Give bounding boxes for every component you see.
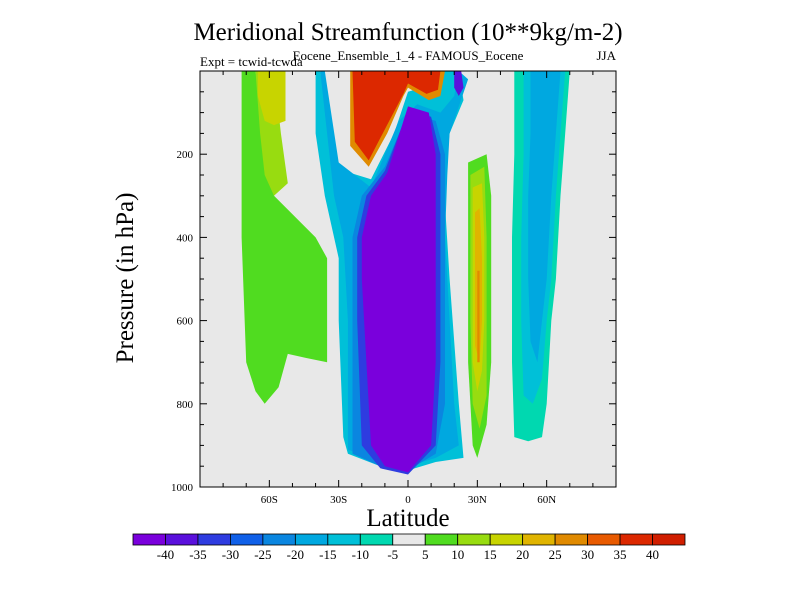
contour-region-18 <box>528 71 561 363</box>
colorbar-swatch <box>165 533 199 546</box>
colorbar-swatch <box>359 533 394 546</box>
colorbar-label: 30 <box>581 547 594 562</box>
colorbar-label: 25 <box>549 547 562 562</box>
x-tick-label: 60N <box>537 494 556 506</box>
colorbar-label: -25 <box>254 547 271 562</box>
colorbar-swatch <box>587 533 621 546</box>
contour-region-2 <box>257 71 286 126</box>
y-tick-label: 400 <box>177 232 194 244</box>
contour-region-7 <box>361 106 436 473</box>
x-tick-label: 60S <box>261 494 278 506</box>
colorbar-swatch <box>262 533 296 546</box>
colorbar-label: 35 <box>614 547 627 562</box>
colorbar-label: -40 <box>157 547 174 562</box>
y-tick-label: 200 <box>177 149 194 161</box>
colorbar-label: -35 <box>189 547 206 562</box>
colorbar-label: 40 <box>646 547 659 562</box>
colorbar-swatch <box>294 533 329 546</box>
contour-region-10 <box>454 71 464 96</box>
y-tick-label: 800 <box>177 399 194 411</box>
y-tick-label: 1000 <box>171 482 194 494</box>
colorbar-label: 20 <box>516 547 529 562</box>
x-tick-label: 30N <box>468 494 487 506</box>
colorbar-swatch <box>424 533 459 546</box>
axes: 60S 30S 0 30N 60N 200 400 600 800 1000 <box>171 71 616 506</box>
x-axis-title: Latitude <box>366 505 449 532</box>
colorbar-swatch <box>489 533 524 546</box>
colorbar-label: 15 <box>484 547 497 562</box>
colorbar-label: 10 <box>451 547 464 562</box>
chart-subtitle: Eocene_Ensemble_1_4 - FAMOUS_Eocene <box>293 48 524 63</box>
season-label: JJA <box>596 48 616 63</box>
colorbar-swatch <box>230 533 264 546</box>
contour-region-15 <box>477 270 480 363</box>
colorbar-swatch <box>132 533 166 546</box>
colorbar-label: -20 <box>287 547 304 562</box>
contour-fills <box>241 71 570 475</box>
colorbar-swatch <box>392 533 426 546</box>
colorbar-swatch <box>197 533 231 546</box>
colorbar-swatch <box>522 533 556 546</box>
x-tick-label: 30S <box>330 494 347 506</box>
colorbar-label: -5 <box>387 547 398 562</box>
colorbar-label: 5 <box>422 547 429 562</box>
chart-title: Meridional Streamfunction (10**9kg/m-2) <box>193 19 622 46</box>
colorbar-swatch <box>619 533 653 546</box>
colorbar-swatch <box>554 533 588 546</box>
colorbar-label: -30 <box>222 547 239 562</box>
colorbar-swatch <box>652 533 686 546</box>
expt-label: Expt = tcwid-tcwda <box>200 54 303 69</box>
y-axis-title: Pressure (in hPa) <box>112 193 139 364</box>
y-tick-label: 600 <box>177 316 194 328</box>
colorbar: -40 -35 -30 -25 -20 -15 -10 -5 5 10 15 20 25 30 35 40 <box>132 533 686 562</box>
colorbar-swatch <box>457 533 491 546</box>
colorbar-swatch <box>327 533 361 546</box>
colorbar-label: -15 <box>319 547 336 562</box>
contour-region-9 <box>352 71 441 161</box>
colorbar-label: -10 <box>352 547 369 562</box>
x-tick-label: 0 <box>405 494 411 506</box>
